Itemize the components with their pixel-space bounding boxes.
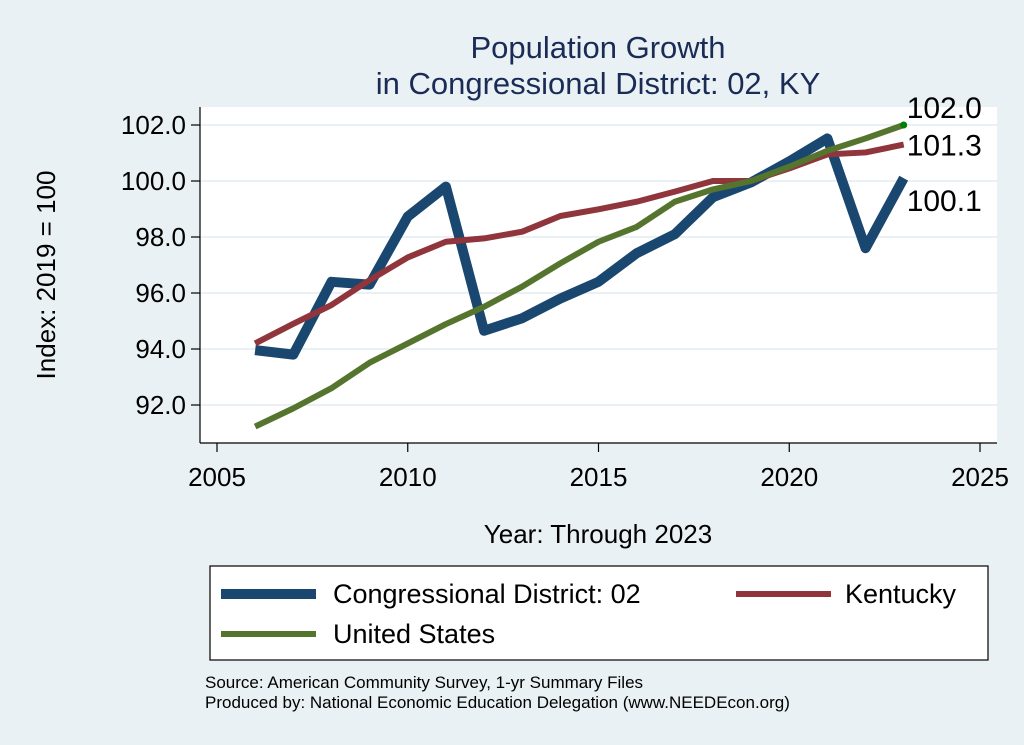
y-tick-label: 98.0 xyxy=(135,222,186,252)
y-tick-label: 96.0 xyxy=(135,278,186,308)
x-tick-label: 2025 xyxy=(951,462,1009,492)
y-tick-label: 100.0 xyxy=(121,166,186,196)
legend-label-us: United States xyxy=(333,619,495,649)
series-line-us xyxy=(253,122,905,430)
y-axis-title: Index: 2019 = 100 xyxy=(31,171,61,380)
x-axis-ticks: 2005 2010 2015 2020 2025 xyxy=(188,443,1009,492)
x-tick-label: 2020 xyxy=(760,462,818,492)
end-label-us: 102.0 xyxy=(907,92,982,125)
grid xyxy=(200,124,997,406)
chart-title: Population Growth xyxy=(470,30,725,65)
end-labels: 100.1 101.3 102.0 xyxy=(907,92,982,218)
y-tick-label: 92.0 xyxy=(135,390,186,420)
end-label-kentucky: 101.3 xyxy=(907,130,982,163)
y-tick-label: 102.0 xyxy=(121,110,186,140)
x-axis-title: Year: Through 2023 xyxy=(484,519,712,549)
producer-note: Produced by: National Economic Education… xyxy=(205,693,790,712)
chart-subtitle: in Congressional District: 02, KY xyxy=(376,66,821,101)
series-layer xyxy=(253,121,909,430)
legend-box xyxy=(209,565,989,661)
y-axis-ticks: 92.0 94.0 96.0 98.0 100.0 102.0 xyxy=(121,110,200,420)
source-note: Source: American Community Survey, 1-yr … xyxy=(205,673,643,692)
end-label-district: 100.1 xyxy=(907,185,982,218)
endpoint-marker xyxy=(900,121,908,129)
x-tick-label: 2015 xyxy=(570,462,628,492)
legend: Congressional District: 02 Kentucky Unit… xyxy=(209,565,989,661)
x-tick-label: 2005 xyxy=(188,462,246,492)
legend-label-kentucky: Kentucky xyxy=(845,579,957,609)
y-tick-label: 94.0 xyxy=(135,334,186,364)
legend-label-district: Congressional District: 02 xyxy=(333,579,641,609)
x-tick-label: 2010 xyxy=(379,462,437,492)
